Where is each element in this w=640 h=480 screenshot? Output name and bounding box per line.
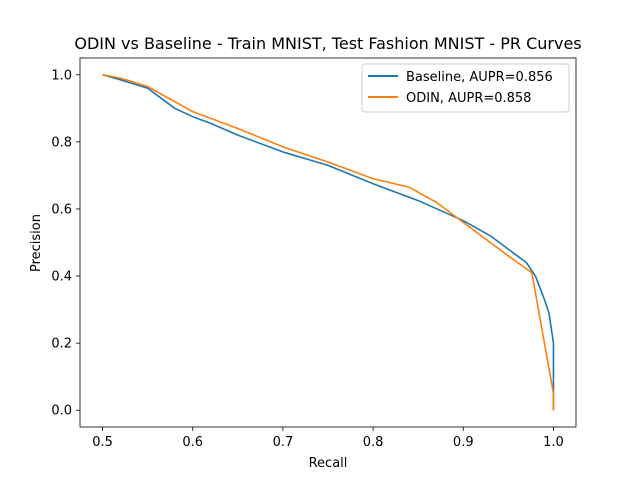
y-axis-label: Precision [29,214,44,272]
x-axis-ticks: 0.5 0.6 0.7 0.8 0.9 1.0 [92,427,564,450]
plot-area [80,58,576,427]
x-tick-label: 0.8 [363,435,384,450]
series-line-odin [102,73,555,411]
legend-label-baseline: Baseline, AUPR=0.856 [406,70,553,85]
chart-title: ODIN vs Baseline - Train MNIST, Test Fas… [74,34,581,53]
y-tick-label: 0.4 [51,270,72,285]
x-tick-label: 0.9 [453,435,474,450]
y-tick-label: 0.6 [51,202,72,217]
plot-frame [79,57,577,428]
legend-label-odin: ODIN, AUPR=0.858 [406,91,531,106]
x-axis-label: Recall [309,456,348,471]
y-tick-label: 0.2 [51,337,72,352]
x-tick-label: 0.6 [182,435,203,450]
y-tick-label: 0.8 [51,135,72,150]
x-tick-label: 0.7 [273,435,294,450]
x-tick-label: 0.5 [92,435,113,450]
series-layer [102,73,555,411]
legend: Baseline, AUPR=0.856 ODIN, AUPR=0.858 [361,63,570,113]
y-tick-label: 1.0 [51,68,72,83]
legend-box [361,63,570,113]
x-tick-label: 1.0 [543,435,564,450]
series-line-baseline [102,73,555,411]
y-axis-ticks: 0.0 0.2 0.4 0.6 0.8 1.0 [51,68,80,419]
y-tick-label: 0.0 [51,404,72,419]
